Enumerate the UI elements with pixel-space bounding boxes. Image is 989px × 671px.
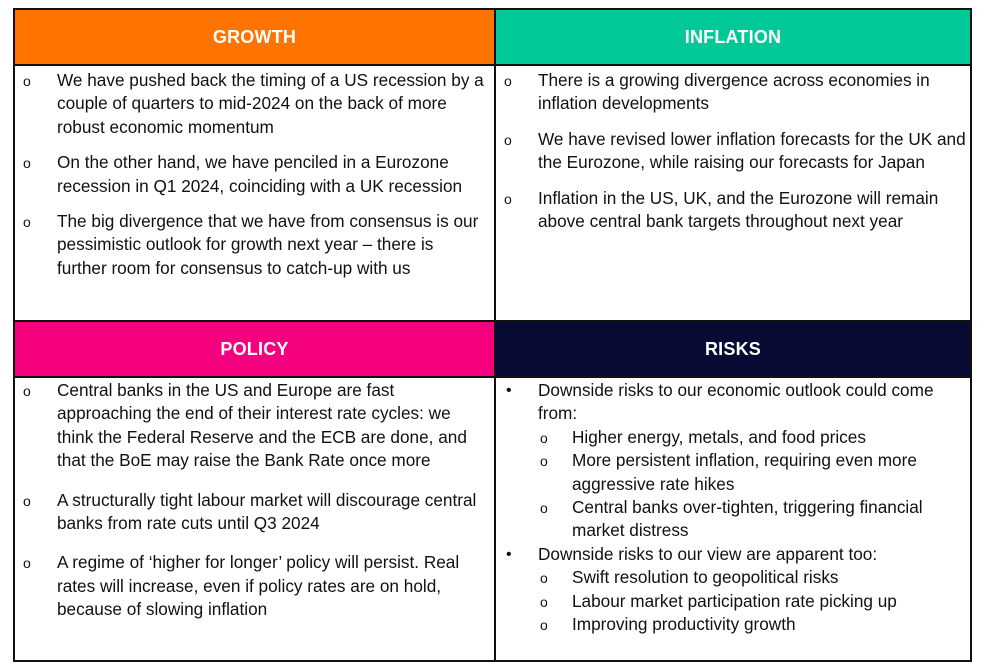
list-item: o Central banks in the US and Europe are…: [15, 379, 485, 473]
risks-body: • Downside risks to our economic outlook…: [496, 379, 966, 636]
circle-bullet-icon: o: [23, 383, 31, 399]
sub-list-item: o Swift resolution to geopolitical risks: [496, 566, 966, 589]
policy-item-text: A structurally tight labour market will …: [57, 489, 477, 534]
circle-bullet-icon: o: [504, 73, 512, 89]
sub-list-item: o Improving productivity growth: [496, 613, 966, 636]
risks-title: RISKS: [704, 338, 761, 359]
circle-bullet-icon: o: [540, 500, 548, 517]
circle-bullet-icon: o: [540, 593, 548, 610]
list-item: o On the other hand, we have penciled in…: [15, 151, 485, 198]
risks-sub-item-text: Swift resolution to geopolitical risks: [572, 567, 839, 588]
solid-bullet-icon: •: [506, 382, 512, 399]
circle-bullet-icon: o: [23, 555, 31, 572]
list-item: o A regime of ‘higher for longer’ policy…: [15, 551, 485, 621]
policy-item-text: A regime of ‘higher for longer’ policy w…: [57, 552, 460, 620]
solid-bullet-icon: •: [506, 545, 512, 563]
circle-bullet-icon: o: [540, 453, 548, 470]
risks-item-text: Downside risks to our view are apparent …: [538, 543, 878, 564]
sub-list-item: o More persistent inflation, requiring e…: [496, 449, 966, 496]
risks-sub-item-text: More persistent inflation, requiring eve…: [572, 450, 917, 494]
circle-bullet-icon: o: [504, 190, 512, 207]
list-item: o The big divergence that we have from c…: [15, 210, 485, 280]
policy-header-line: [15, 376, 970, 378]
circle-bullet-icon: o: [540, 429, 548, 446]
circle-bullet-icon: o: [504, 131, 512, 148]
circle-bullet-icon: o: [23, 73, 31, 89]
sub-list-item: o Higher energy, metals, and food prices: [496, 426, 966, 449]
inflation-header: INFLATION: [496, 10, 970, 64]
risks-sub-item-text: Higher energy, metals, and food prices: [572, 426, 866, 447]
circle-bullet-icon: o: [23, 214, 31, 231]
growth-item-text: The big divergence that we have from con…: [57, 211, 479, 278]
growth-title: GROWTH: [212, 26, 297, 47]
growth-item-text: We have pushed back the timing of a US r…: [57, 70, 484, 137]
policy-item-text: Central banks in the US and Europe are f…: [57, 380, 467, 471]
circle-bullet-icon: o: [540, 617, 548, 634]
policy-title: POLICY: [220, 338, 289, 359]
circle-bullet-icon: o: [23, 492, 31, 509]
list-item: • Downside risks to our view are apparen…: [496, 543, 966, 566]
risks-sub-item-text: Central banks over-tighten, triggering f…: [572, 497, 923, 541]
risks-sub-item-text: Labour market participation rate picking…: [572, 590, 897, 611]
list-item: o Inflation in the US, UK, and the Euroz…: [496, 187, 966, 234]
list-item: o A structurally tight labour market wil…: [15, 489, 485, 536]
row-divider: [15, 320, 970, 322]
list-item: o We have pushed back the timing of a US…: [15, 69, 485, 139]
circle-bullet-icon: o: [540, 570, 548, 587]
policy-header: POLICY: [15, 322, 494, 376]
list-item: o There is a growing divergence across e…: [496, 69, 966, 116]
sub-list-item: o Labour market participation rate picki…: [496, 590, 966, 613]
list-item: • Downside risks to our economic outlook…: [496, 379, 966, 426]
growth-item-text: On the other hand, we have penciled in a…: [57, 152, 463, 196]
growth-body: o We have pushed back the timing of a US…: [15, 69, 485, 292]
risks-item-text: Downside risks to our economic outlook c…: [538, 380, 934, 424]
policy-body: o Central banks in the US and Europe are…: [15, 379, 485, 634]
inflation-title: INFLATION: [684, 26, 782, 47]
summary-table: GROWTH INFLATION POLICY RISKS o We have …: [13, 8, 972, 662]
inflation-body: o There is a growing divergence across e…: [496, 69, 966, 245]
column-divider: [494, 10, 496, 660]
inflation-item-text: There is a growing divergence across eco…: [538, 70, 930, 114]
circle-bullet-icon: o: [23, 155, 31, 172]
growth-header: GROWTH: [15, 10, 494, 64]
growth-header-line: [15, 64, 970, 66]
risks-header: RISKS: [496, 322, 970, 376]
inflation-item-text: Inflation in the US, UK, and the Eurozon…: [538, 187, 939, 232]
list-item: o We have revised lower inflation foreca…: [496, 128, 966, 175]
sub-list-item: o Central banks over-tighten, triggering…: [496, 496, 966, 543]
inflation-item-text: We have revised lower inflation forecast…: [538, 128, 966, 173]
risks-sub-item-text: Improving productivity growth: [572, 614, 796, 635]
